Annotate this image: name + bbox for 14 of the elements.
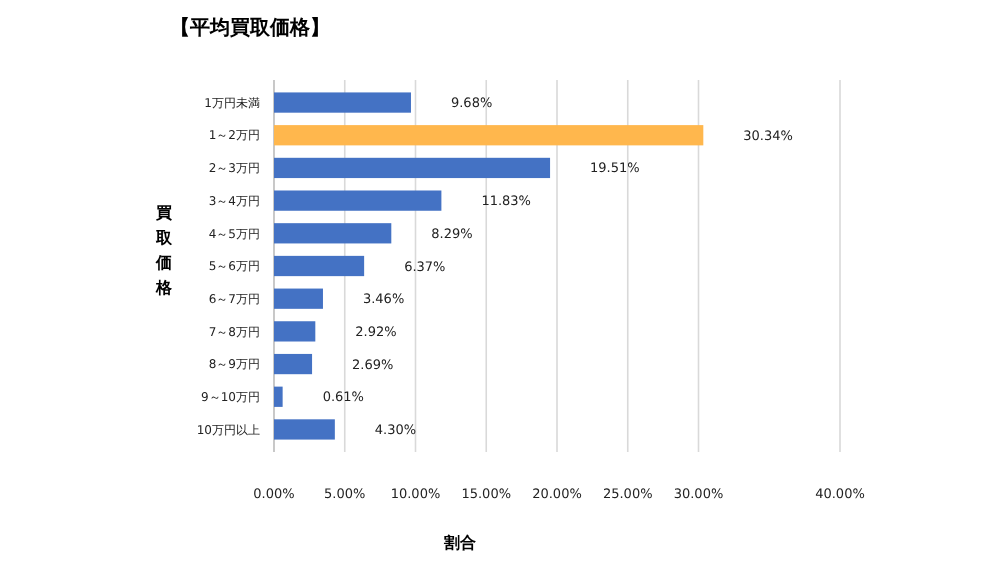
bar (274, 92, 411, 113)
chart-title: 【平均買取価格】 (170, 16, 330, 40)
bar (274, 157, 551, 179)
bar (274, 321, 316, 342)
bar (274, 255, 365, 277)
bar (274, 223, 392, 244)
x-axis-title: 割合 (442, 534, 478, 552)
bar (274, 386, 283, 407)
bar (274, 353, 313, 375)
y-axis-title: 買取価格 (154, 204, 174, 297)
bar (274, 125, 704, 146)
bar (274, 190, 442, 211)
bar (274, 288, 323, 309)
bar (274, 419, 335, 440)
